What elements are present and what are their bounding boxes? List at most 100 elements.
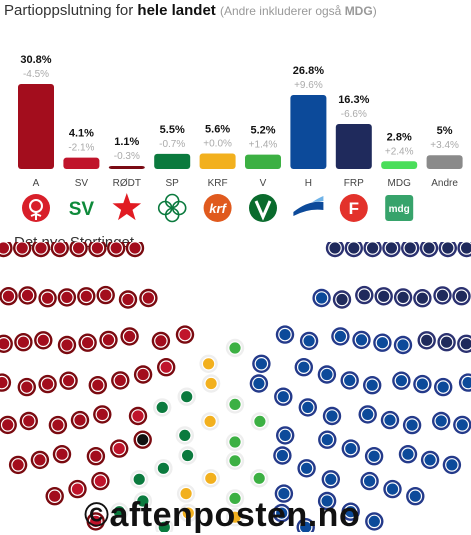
seat-dot xyxy=(131,409,145,423)
seat-dot xyxy=(365,378,379,392)
bar-change-label: +2.4% xyxy=(385,146,414,157)
seat-dot xyxy=(401,447,415,461)
bar xyxy=(154,153,191,169)
seat-dot xyxy=(178,428,192,443)
seat-dot xyxy=(1,289,16,303)
seat-dot xyxy=(405,418,419,432)
seat-dot xyxy=(360,407,375,422)
seat-dot xyxy=(201,357,216,371)
seat-dot xyxy=(228,510,242,524)
seat-dot xyxy=(36,333,51,348)
seat-dot xyxy=(51,418,65,432)
seat-dot xyxy=(93,474,108,488)
seat-dot xyxy=(136,367,150,382)
chart-title: Partioppslutning for hele landet (Andre … xyxy=(4,2,377,19)
seat-dot xyxy=(278,428,292,443)
seat-dot xyxy=(408,489,423,503)
seat-dot xyxy=(422,242,436,255)
seat-dot xyxy=(60,338,74,352)
seat-dot xyxy=(15,242,29,255)
seat-dot xyxy=(228,435,242,449)
ap-rose-logo xyxy=(22,194,50,222)
seat-dot xyxy=(455,418,470,432)
seat-dot xyxy=(434,414,448,428)
seat-dot xyxy=(95,407,110,422)
seat-dot xyxy=(228,341,242,355)
seat-dot xyxy=(252,376,266,391)
bar xyxy=(245,154,281,169)
seat-dot xyxy=(88,514,103,529)
seat-dot xyxy=(298,520,313,532)
seat-dot xyxy=(320,494,334,508)
seat-dot xyxy=(441,242,455,255)
seat-dot xyxy=(61,373,76,388)
seat-dot xyxy=(20,288,35,303)
seat-dot xyxy=(204,471,218,486)
bar-group-rødt: 1.1% -0.3% RØDT xyxy=(108,136,145,221)
seat-dot xyxy=(80,335,95,350)
watermark: ©aftenposten.no xyxy=(84,496,361,534)
seat-dot xyxy=(343,504,358,519)
bar xyxy=(63,157,100,169)
seat-dot xyxy=(132,472,146,487)
seat-dot xyxy=(385,482,400,496)
seat-dot xyxy=(109,242,123,255)
seat-dot xyxy=(347,242,361,255)
venstre-logo xyxy=(249,194,277,222)
bar xyxy=(290,95,327,169)
seat-dot xyxy=(0,242,11,255)
seat-dot xyxy=(445,458,459,472)
seat-dot xyxy=(276,389,291,404)
seat-dot xyxy=(122,329,137,344)
seat-dot xyxy=(342,373,357,388)
seat-dot xyxy=(21,414,36,428)
seat-dot xyxy=(459,242,471,255)
seat-dot xyxy=(394,373,409,388)
seat-dot xyxy=(135,432,150,447)
seat-dot xyxy=(362,474,377,488)
seat-dot xyxy=(155,400,169,415)
bar-value-label: 5.5% xyxy=(160,124,185,136)
bar-value-label: 30.8% xyxy=(20,54,51,66)
bar-value-label: 5.2% xyxy=(250,125,275,137)
bar-group-mdg: 2.8% +2.4% MDG mdg xyxy=(381,131,418,221)
bar xyxy=(426,155,463,169)
seat-dot xyxy=(55,447,69,461)
seat-dot xyxy=(357,288,372,302)
seat-dot xyxy=(112,504,127,519)
seat-dot xyxy=(365,242,380,255)
seat-dot xyxy=(415,291,430,305)
seat-dot xyxy=(367,514,382,529)
mdg-logo: mdg xyxy=(385,195,414,221)
seat-dot xyxy=(47,489,62,503)
seat-dot xyxy=(113,373,128,388)
bar-change-label: +1.4% xyxy=(249,140,278,151)
bar-group-sv: 4.1% -2.1% SV SV xyxy=(63,128,100,220)
seat-dot xyxy=(73,413,87,427)
seat-dot xyxy=(435,288,450,303)
seat-dot xyxy=(367,449,381,463)
seat-dot xyxy=(121,292,135,307)
seat-dot xyxy=(314,291,329,305)
rodt-star-logo xyxy=(112,193,142,221)
seat-dot xyxy=(53,242,67,255)
seat-dot xyxy=(11,458,25,472)
seat-dot xyxy=(60,290,74,305)
category-tick-label: SV xyxy=(75,178,89,189)
svg-text:krf: krf xyxy=(209,201,227,216)
bar-group-krf: 5.6% +0.0% KRF krf xyxy=(199,124,236,222)
seat-dot xyxy=(71,242,86,255)
seat-dot xyxy=(383,413,397,427)
category-tick-label: Andre xyxy=(431,178,458,189)
seat-dot xyxy=(180,448,195,463)
seat-dot xyxy=(323,472,338,487)
seat-dot xyxy=(278,327,292,342)
seat-dot xyxy=(384,242,399,255)
seat-dot xyxy=(101,333,116,347)
seat-dot xyxy=(252,471,267,486)
seat-dot xyxy=(0,375,9,390)
seat-dot xyxy=(40,291,55,305)
seat-dot xyxy=(178,327,192,342)
seat-dot xyxy=(40,377,55,391)
seat-dot xyxy=(461,375,471,390)
